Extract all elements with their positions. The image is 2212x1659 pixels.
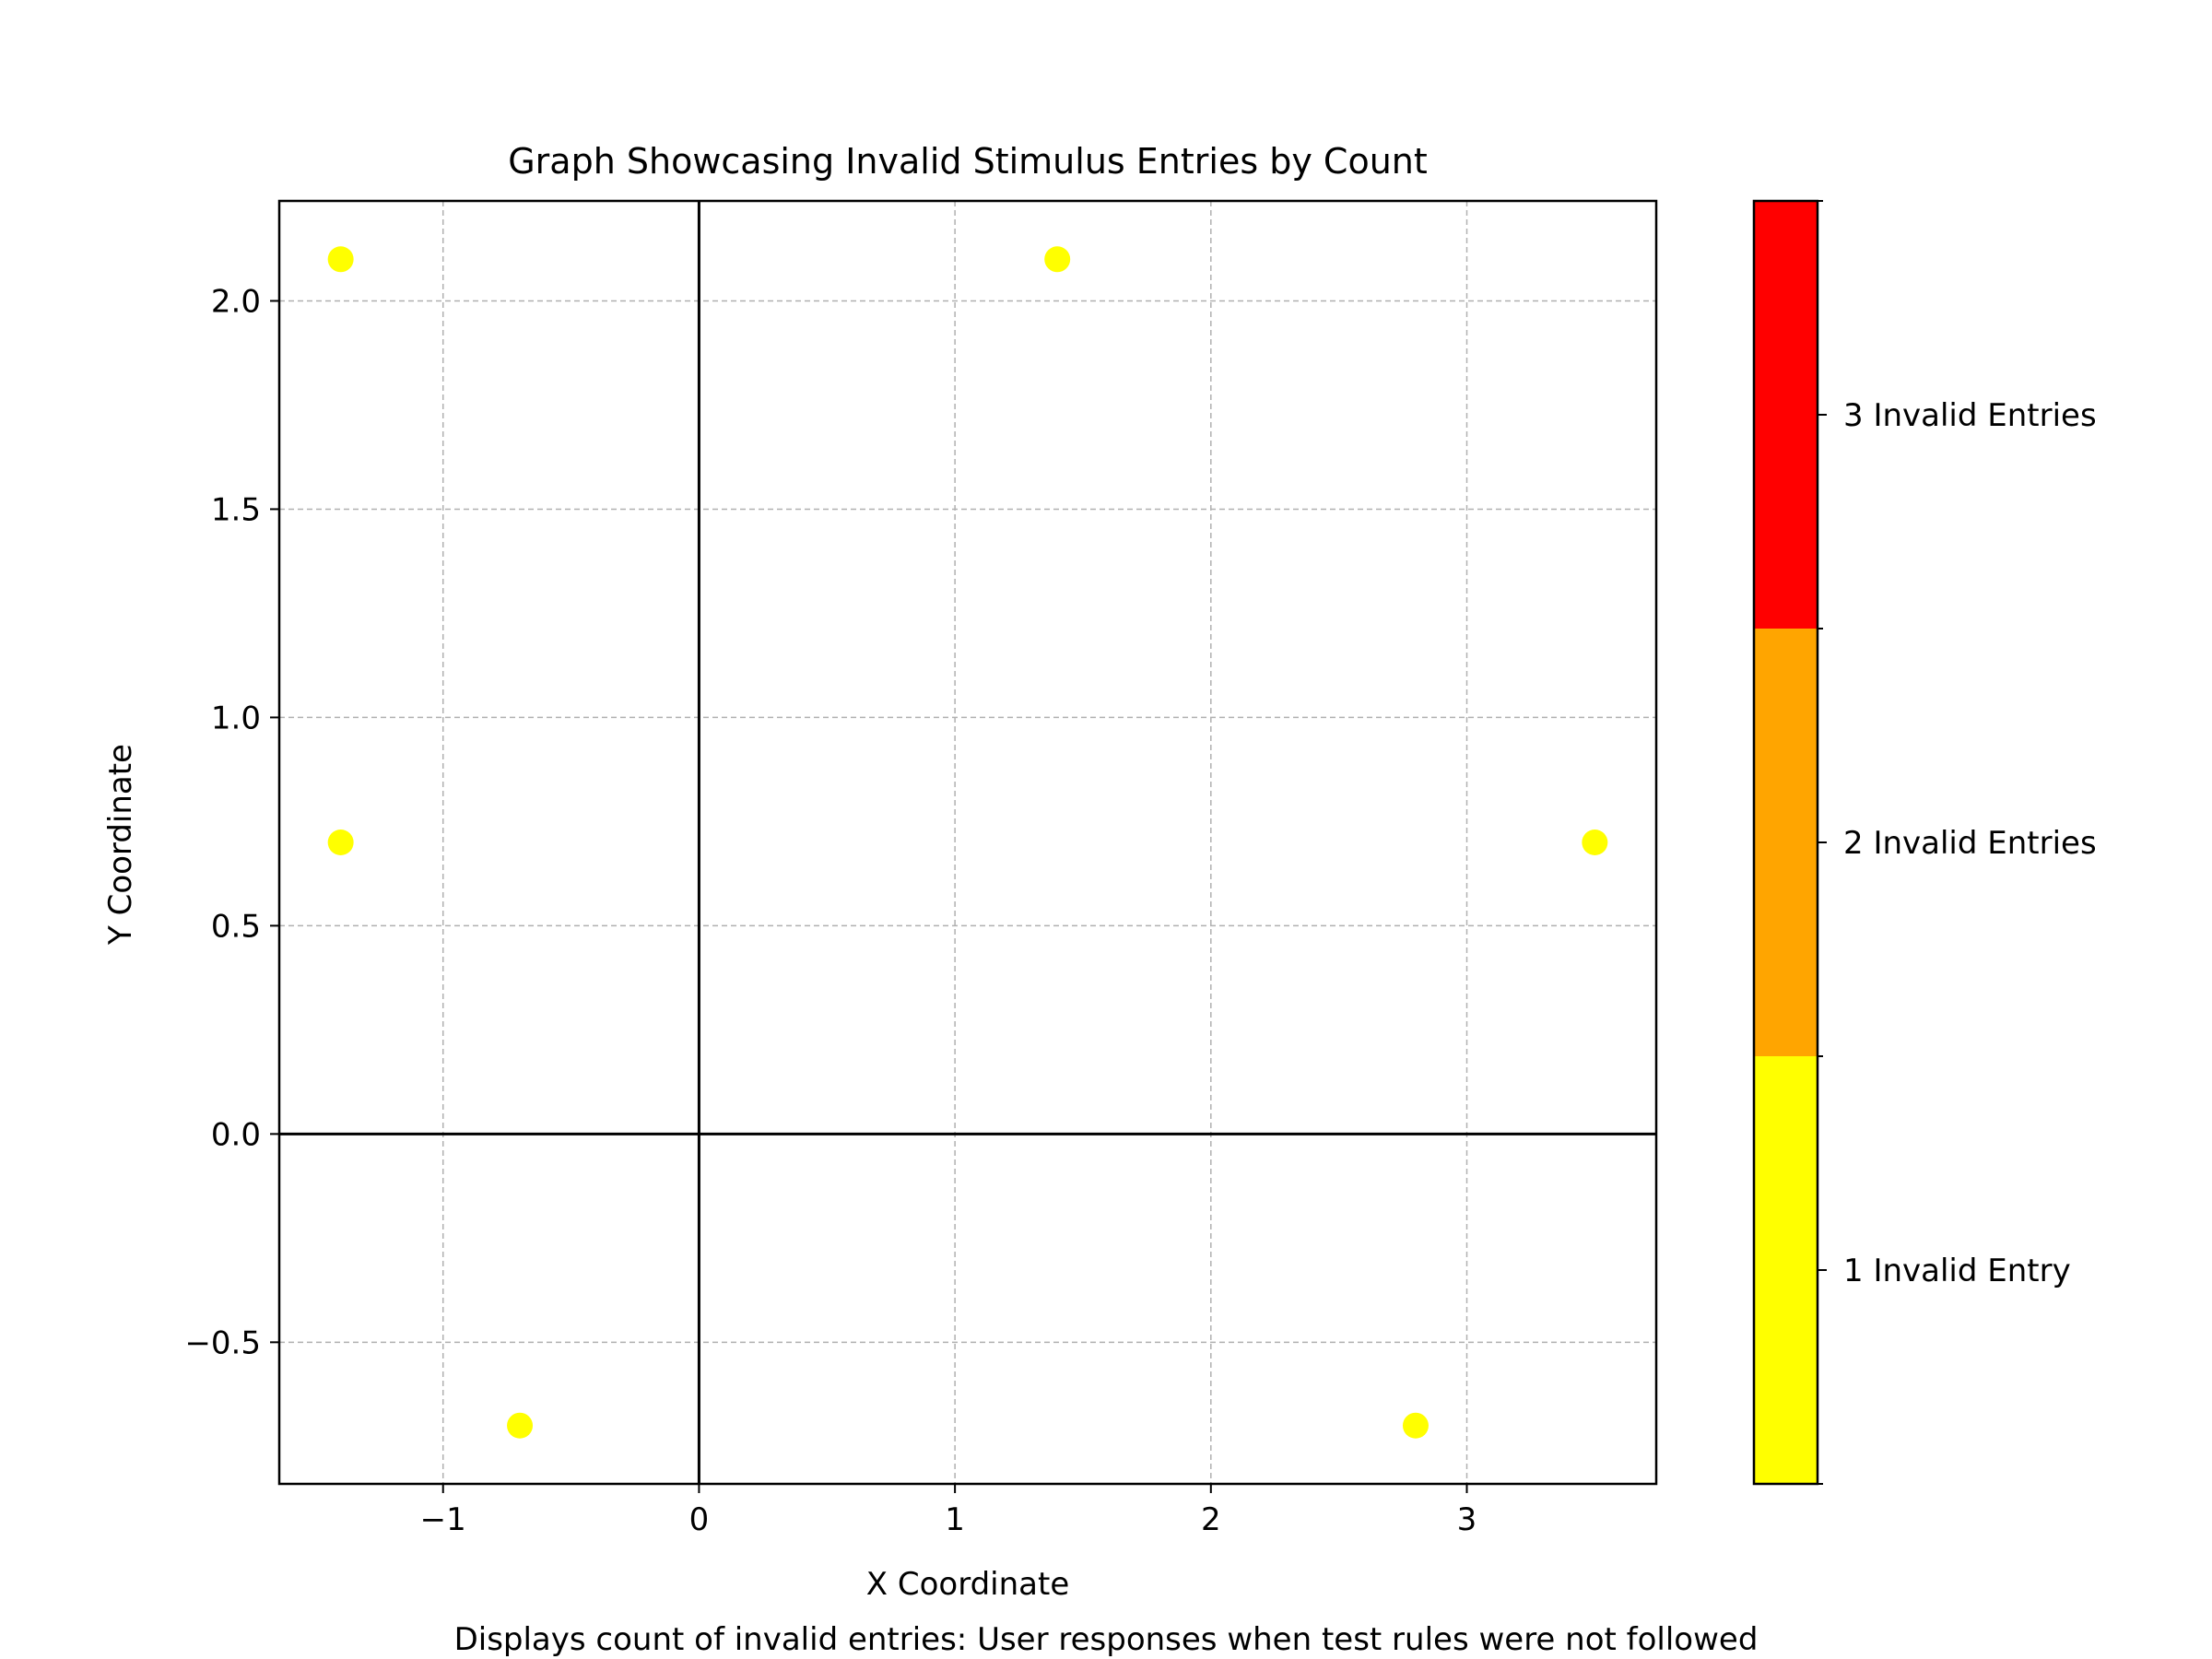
reference-lines (279, 201, 1656, 1484)
data-point (507, 1412, 534, 1439)
y-tick-label: −0.5 (184, 1324, 261, 1361)
y-tick-label: 0.5 (211, 908, 261, 945)
y-axis-ticks: −0.5 0.0 0.5 1.0 1.5 2.0 (184, 283, 279, 1361)
colorbar-frame (1752, 199, 1819, 1486)
x-tick-label: 1 (945, 1501, 965, 1538)
data-point (1402, 1412, 1429, 1439)
caption: Displays count of invalid entries: User … (454, 1621, 1759, 1658)
colorbar-tick-label: 3 Invalid Entries (1843, 397, 2097, 434)
chart-title: Graph Showcasing Invalid Stimulus Entrie… (508, 141, 1428, 182)
x-tick-label: 3 (1457, 1501, 1477, 1538)
x-axis-ticks: −1 0 1 2 3 (420, 1484, 1477, 1538)
colorbar-tick-label: 1 Invalid Entry (1843, 1253, 2071, 1289)
data-point (1044, 246, 1071, 273)
x-tick-label: 0 (689, 1501, 710, 1538)
colorbar-segment (1754, 629, 1818, 1056)
colorbar: 1 Invalid Entry 2 Invalid Entries 3 Invali… (1752, 199, 2097, 1486)
y-tick-label: 0.0 (211, 1116, 261, 1153)
data-point (1582, 830, 1608, 855)
scatter-points (327, 246, 1608, 1439)
y-tick-label: 1.5 (211, 491, 261, 528)
colorbar-segment (1754, 201, 1818, 629)
y-axis-label: Y Coordinate (102, 744, 139, 946)
y-tick-label: 2.0 (211, 283, 261, 320)
x-tick-label: −1 (420, 1501, 466, 1538)
plot-area-frame (277, 199, 1658, 1486)
x-tick-label: 2 (1201, 1501, 1221, 1538)
x-axis-label: X Coordinate (866, 1566, 1070, 1603)
grid (279, 201, 1656, 1484)
colorbar-segment (1754, 1056, 1818, 1484)
y-tick-label: 1.0 (211, 700, 261, 736)
data-point (327, 830, 354, 855)
colorbar-tick-label: 2 Invalid Entries (1843, 825, 2097, 862)
data-point (327, 246, 354, 273)
